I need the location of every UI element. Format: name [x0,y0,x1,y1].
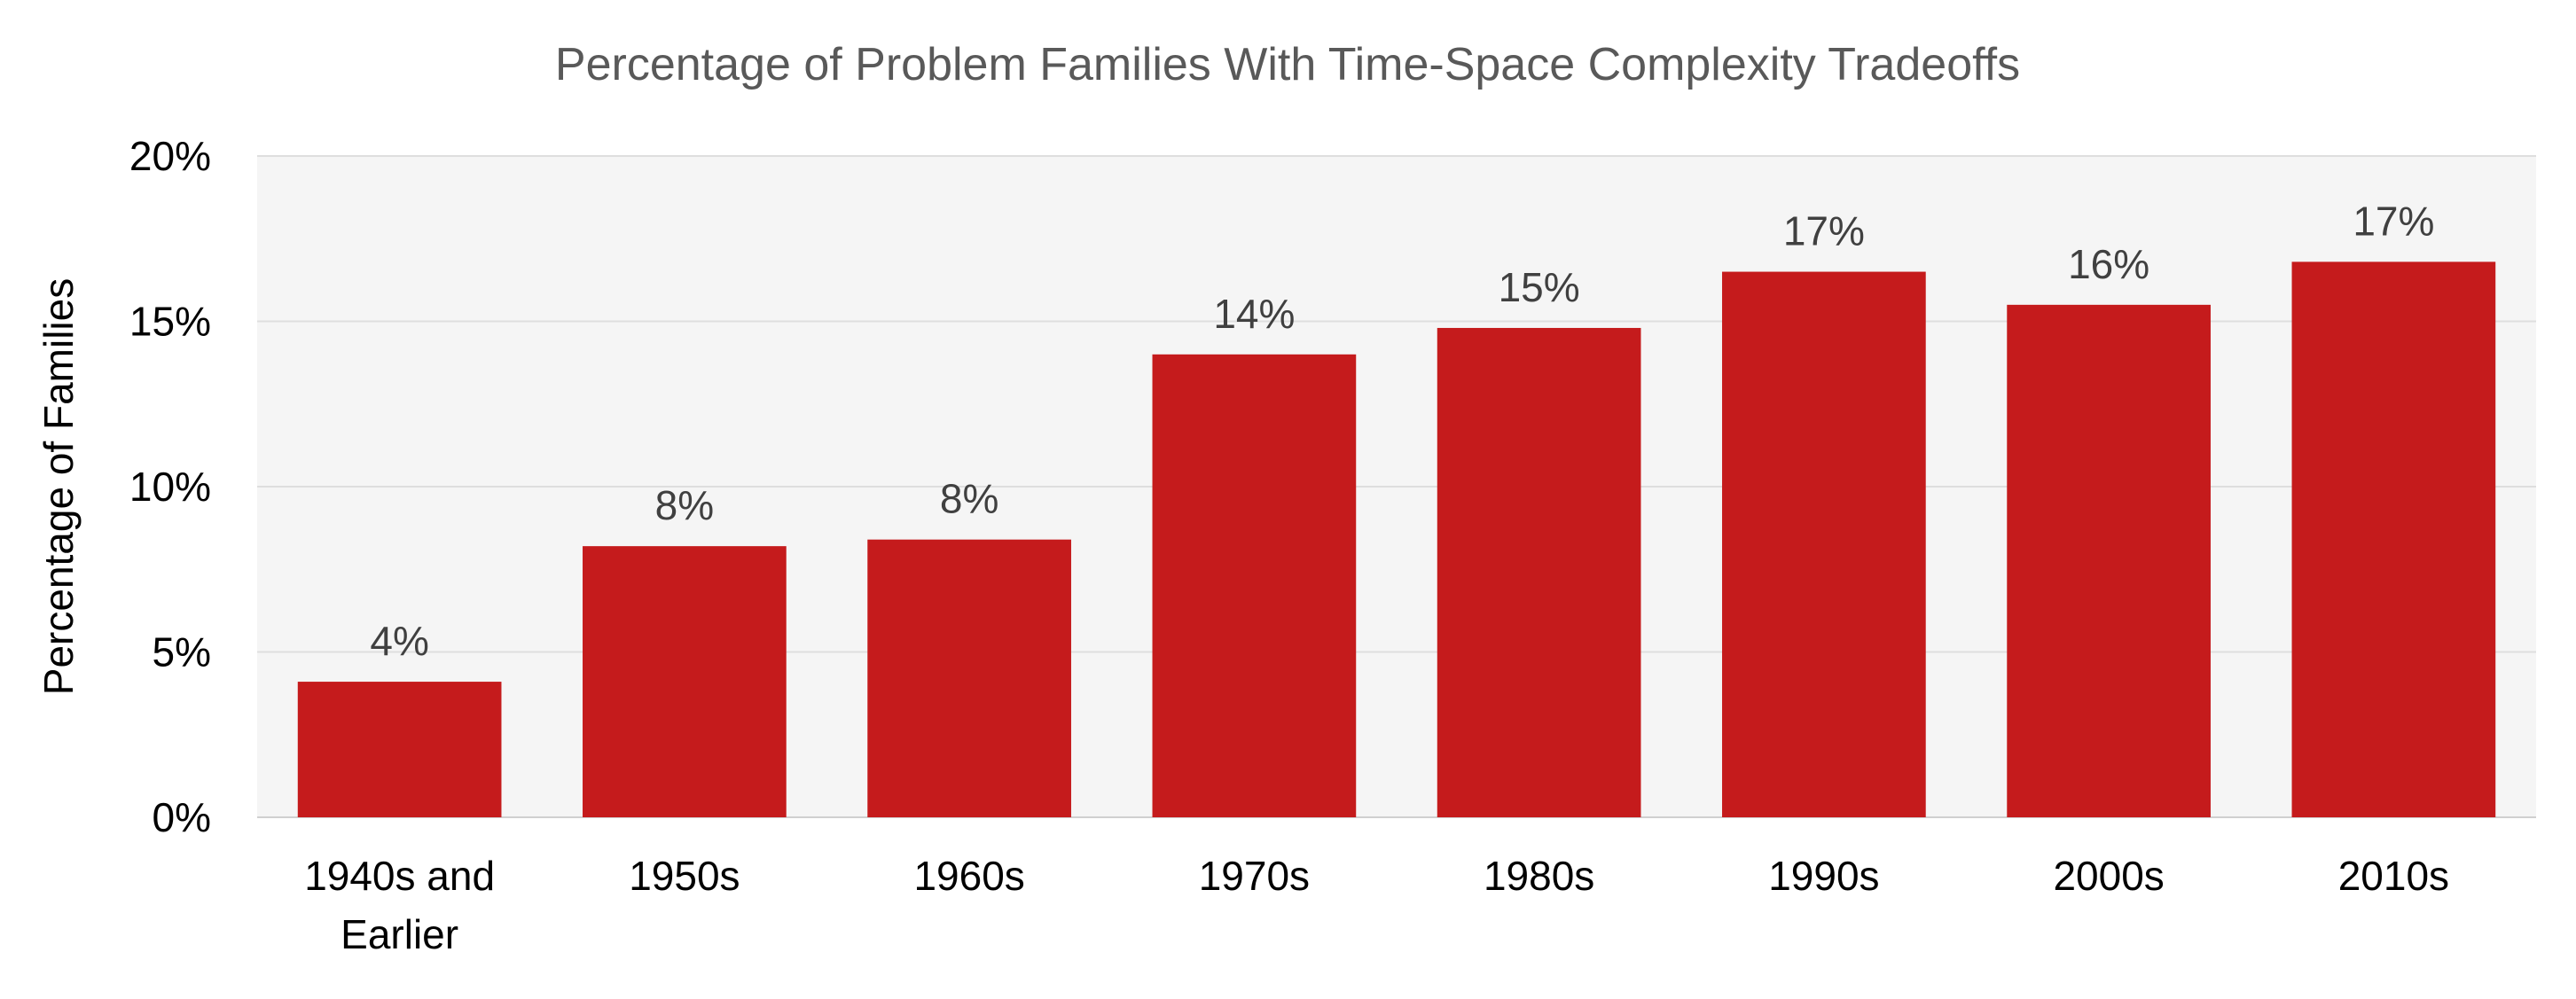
data-labels: 4% 8% 8% 14% 15% 17% 16% 17% [370,198,2434,664]
data-label: 4% [370,618,428,664]
x-tick-label: 1940s and Earlier [304,853,495,957]
data-label: 15% [1499,264,1580,310]
bar [2291,261,2496,817]
bar [2007,304,2211,818]
x-tick-label-line: 2000s [2053,853,2164,899]
x-tick-label-line: 1970s [1199,853,1310,899]
x-tick-label: 1990s [1768,853,1879,899]
data-label: 8% [655,482,714,528]
bar [1722,271,1926,817]
bar [297,682,502,817]
y-axis-ticks: 0% 5% 10% 15% 20% [129,133,211,840]
x-tick-label-line: 1950s [629,853,740,899]
y-tick-label: 0% [153,794,211,840]
data-label: 17% [1783,208,1865,254]
chart-title: Percentage of Problem Families With Time… [555,39,2020,90]
x-tick-label-line: 1990s [1768,853,1879,899]
x-tick-label: 1950s [629,853,740,899]
x-tick-label: 2000s [2053,853,2164,899]
x-tick-label-line: 1960s [913,853,1024,899]
x-tick-label-line: 1980s [1484,853,1594,899]
data-label: 16% [2068,241,2149,287]
data-label: 17% [2353,198,2434,244]
x-tick-label-line: 1940s and [304,853,495,899]
x-tick-label: 1970s [1199,853,1310,899]
bar [1152,354,1357,817]
y-tick-label: 15% [129,299,211,345]
x-axis-ticks: 1940s and Earlier 1950s 1960s 1970s 1980s 1990… [304,853,2449,957]
y-axis-label: Percentage of Families [35,278,82,695]
x-tick-label: 1980s [1484,853,1594,899]
x-tick-label: 2010s [2338,853,2449,899]
data-label: 8% [940,476,998,522]
y-tick-label: 5% [153,629,211,675]
y-tick-label: 20% [129,133,211,179]
x-tick-label-line: Earlier [341,911,458,957]
data-label: 14% [1213,291,1295,337]
x-tick-label-line: 2010s [2338,853,2449,899]
bar [583,546,787,817]
y-tick-label: 10% [129,464,211,510]
bar [1437,327,1641,818]
bar [867,539,1071,817]
bars [297,261,2496,818]
x-tick-label: 1960s [913,853,1024,899]
